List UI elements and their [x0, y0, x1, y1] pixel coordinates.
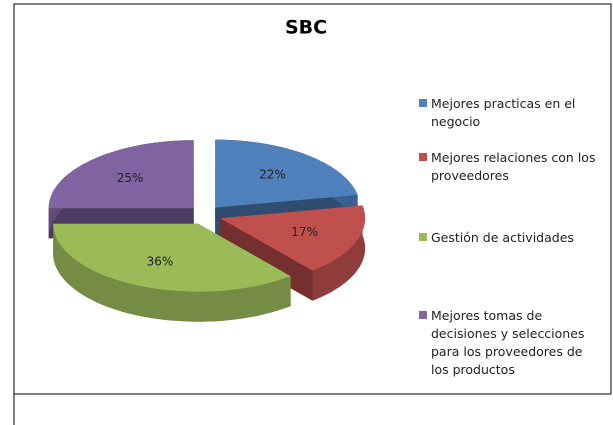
- legend-swatch: [419, 233, 427, 241]
- data-label: 36%: [147, 254, 174, 268]
- data-label: 25%: [117, 171, 144, 185]
- legend-swatch: [419, 99, 427, 107]
- slice-wall: [312, 205, 366, 301]
- legend-label: Gestión de actividades: [431, 230, 574, 245]
- legend-swatch: [419, 153, 427, 161]
- slice-wall: [53, 223, 291, 322]
- legend-entry: Mejores practicas en el negocio: [419, 95, 599, 131]
- legend-entry: Mejores relaciones con los proveedores: [419, 149, 599, 185]
- legend-label: Mejores tomas de decisiones y seleccione…: [431, 308, 585, 377]
- slice: [215, 139, 358, 208]
- slice: [53, 223, 291, 292]
- slice: [220, 205, 366, 271]
- legend-label: Mejores relaciones con los proveedores: [431, 150, 596, 183]
- data-label: 17%: [291, 225, 318, 239]
- chart-title: SBC: [285, 17, 327, 39]
- legend-label: Mejores practicas en el negocio: [431, 96, 576, 129]
- legend-swatch: [419, 311, 427, 319]
- legend-entry: Gestión de actividades: [419, 229, 599, 247]
- legend-entry: Mejores tomas de decisiones y seleccione…: [419, 307, 599, 379]
- slice: [48, 140, 194, 209]
- data-label: 22%: [259, 168, 286, 182]
